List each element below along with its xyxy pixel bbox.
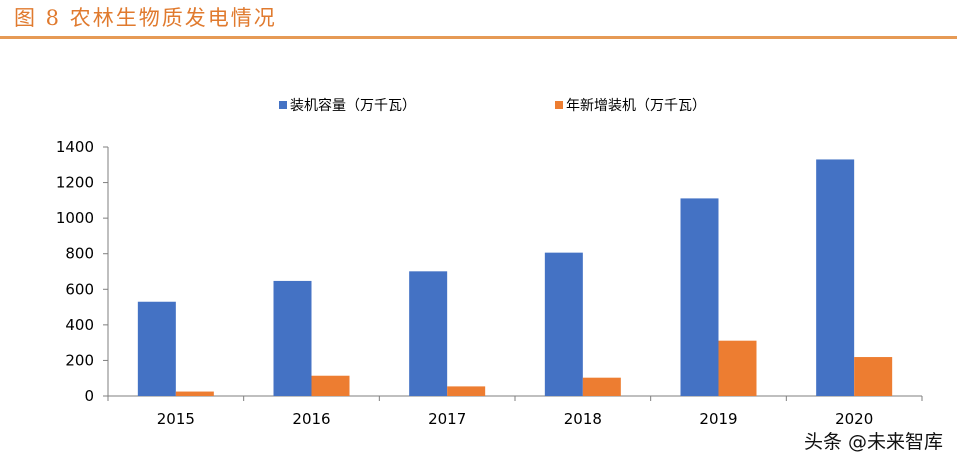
y-tick-label: 1400 <box>56 138 94 156</box>
y-tick-label: 600 <box>65 280 94 298</box>
bar-capacity <box>680 198 719 396</box>
bar-new-capacity <box>718 340 757 396</box>
bar-capacity <box>816 159 855 396</box>
bar-capacity <box>273 280 312 396</box>
bar-new-capacity <box>311 375 350 396</box>
figure-title: 图 8 农林生物质发电情况 <box>14 6 277 30</box>
y-tick-label: 1000 <box>56 209 94 227</box>
bar-capacity <box>544 252 583 396</box>
bars <box>137 159 893 396</box>
legend-swatch <box>555 101 563 109</box>
y-tick-label: 1200 <box>56 174 94 192</box>
x-axis: 2015 2016 2017 2018 2019 2020 <box>107 395 923 428</box>
legend-label: 装机容量（万千瓦） <box>290 97 416 114</box>
x-tick-label: 2018 <box>564 410 602 428</box>
bar-new-capacity <box>175 391 214 396</box>
chart-legend: 装机容量（万千瓦） 年新增装机（万千瓦） <box>279 97 706 114</box>
x-tick-label: 2020 <box>835 410 873 428</box>
bar-capacity <box>409 271 448 396</box>
y-tick-label: 800 <box>65 245 94 263</box>
legend-swatch <box>279 101 287 109</box>
x-tick-label: 2017 <box>428 410 466 428</box>
legend-label: 年新增装机（万千瓦） <box>566 98 706 114</box>
bar-new-capacity <box>854 357 893 396</box>
bar-new-capacity <box>447 386 486 396</box>
y-tick-label: 400 <box>65 316 94 334</box>
y-axis: 0 200 400 600 800 1000 1200 1400 <box>56 138 109 405</box>
x-tick-label: 2016 <box>292 410 330 428</box>
bar-capacity <box>137 301 176 396</box>
watermark: 头条 @未来智库 <box>803 431 943 453</box>
bar-new-capacity <box>582 377 621 396</box>
y-tick-label: 0 <box>84 387 94 405</box>
title-rule <box>0 36 957 39</box>
y-tick-label: 200 <box>65 351 94 369</box>
x-tick-label: 2015 <box>157 410 195 428</box>
x-tick-label: 2019 <box>699 410 737 428</box>
